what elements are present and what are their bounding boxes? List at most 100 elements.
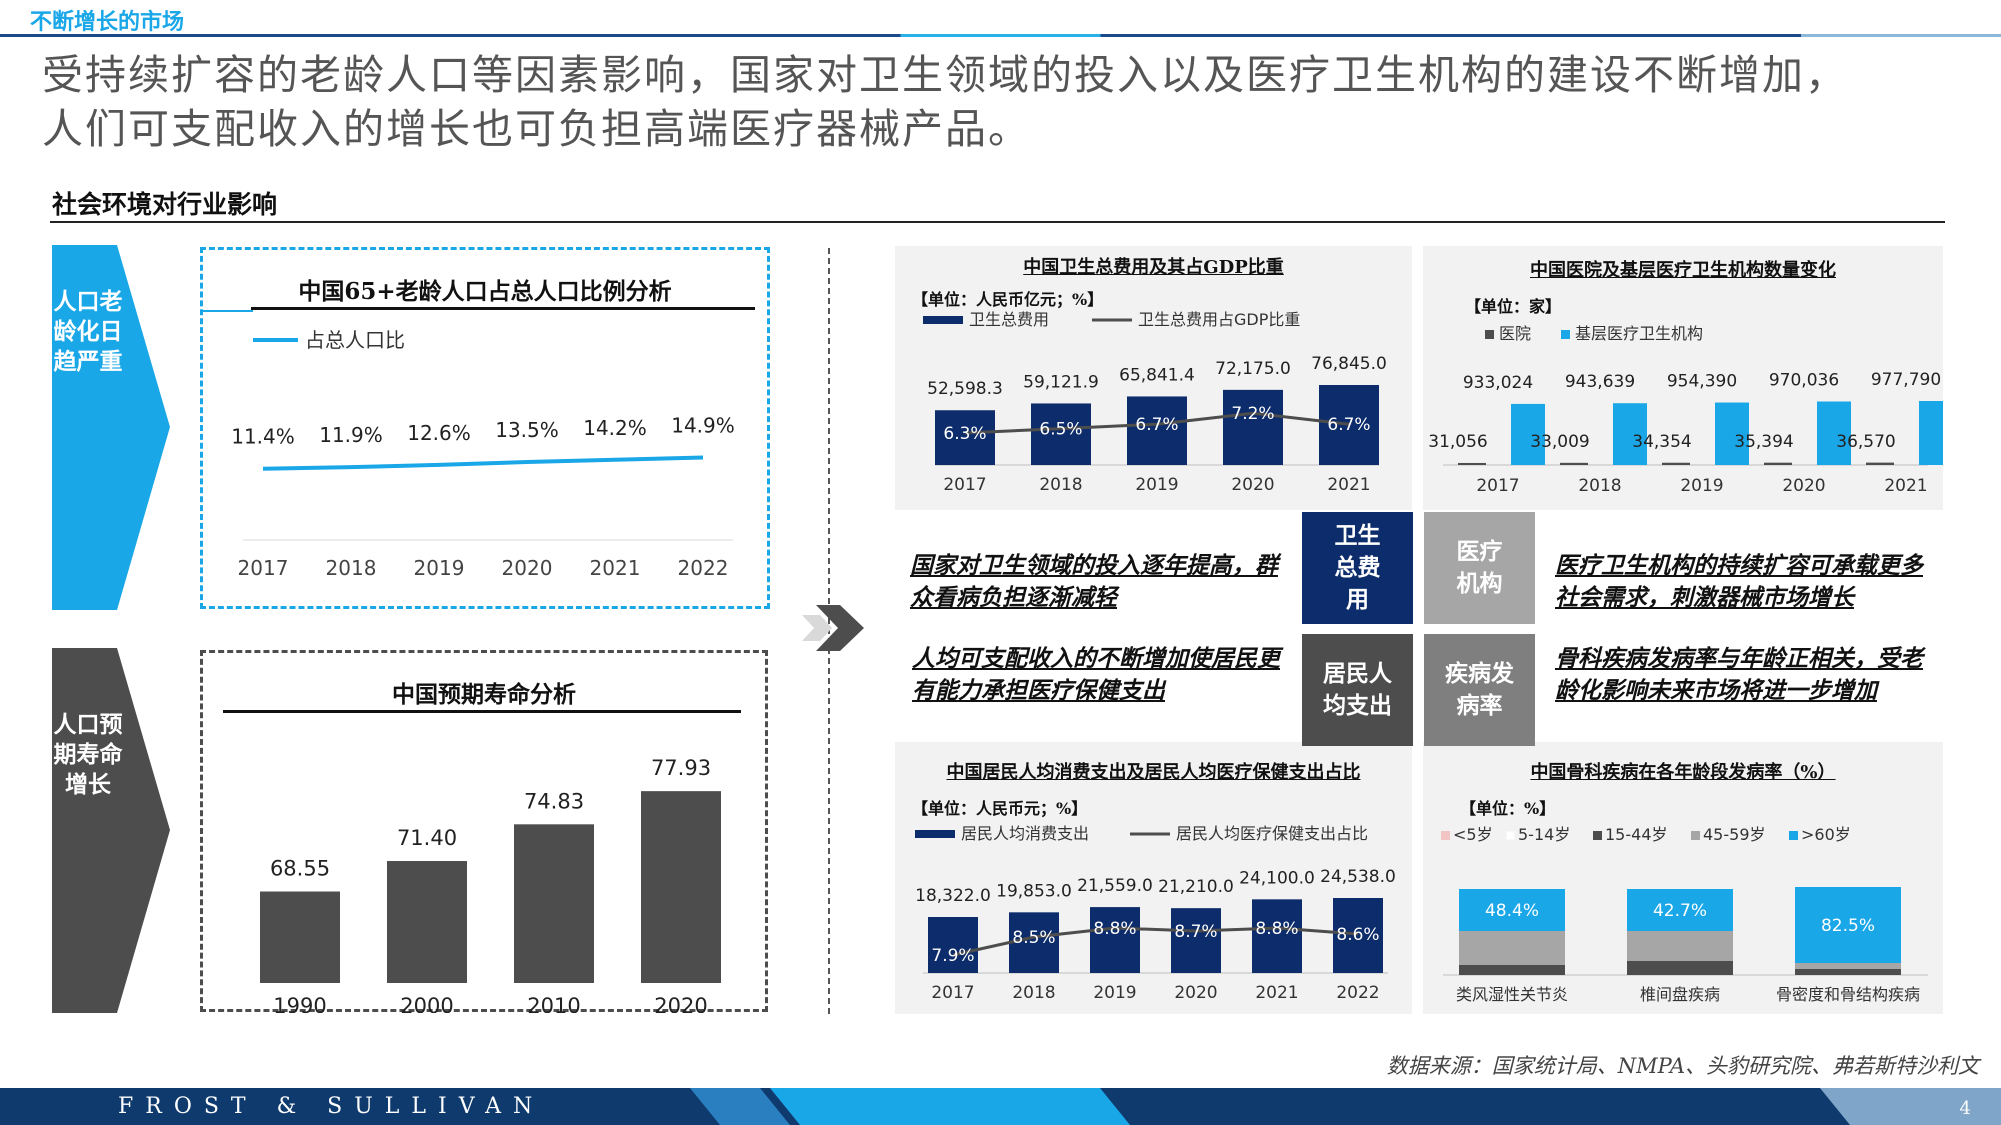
footer-decoration: [690, 1088, 2001, 1125]
inst-chart: 医院 基层医疗卫生机构 31,056 933,024 2017 33,009 943,639…: [1428, 324, 1943, 496]
ortho-bar-segment: [1627, 931, 1733, 961]
ortho-chart: <5岁 5-14岁 15-44岁 45-59岁 >60岁 48.4% 类风湿性关节炎 42.7…: [1441, 825, 1928, 1004]
chevron-aging-label: 人口老龄化日趋严重: [53, 288, 123, 375]
section-title: 社会环境对行业影响: [52, 190, 278, 219]
inst-label-primary: 933,024: [1463, 373, 1533, 393]
life-title-rule: [223, 710, 741, 713]
ortho-legend-item: <5岁: [1453, 825, 1493, 844]
data-source: 数据来源：国家统计局、NMPA、头豹研究院、弗若斯特沙利文: [1386, 1054, 1979, 1078]
headline-line-1: 受持续扩容的老龄人口等因素影响，国家对卫生领域的投入以及医疗卫生机构的建设不断增…: [42, 51, 1848, 99]
consume-line-label: 7.9%: [931, 946, 974, 966]
inst-bar-primary: [1817, 401, 1851, 465]
chevron-aging-shape: [52, 245, 170, 610]
ortho-bar-segment: [1795, 969, 1901, 975]
chevron-life: 人口预期寿命增长: [52, 648, 172, 1013]
health-chart-title: 中国卫生总费用及其占GDP比重: [1023, 257, 1284, 278]
consume-x-tick: 2017: [931, 983, 974, 1003]
life-bar: [260, 891, 340, 983]
inst-label-hospital: 36,570: [1836, 432, 1895, 452]
life-x-tick: 2010: [527, 994, 580, 1013]
statement-ortho-incidence: 骨科疾病发病率与年龄正相关，受老龄化影响未来市场将进一步增加: [1555, 645, 1923, 704]
ortho-legend-swatch: [1789, 831, 1798, 840]
health-line-label: 7.2%: [1231, 404, 1274, 424]
inst-legend-hospital: 医院: [1499, 324, 1531, 343]
footer-brand: FROST & SULLIVAN: [118, 1094, 545, 1119]
aging-data-label: 14.2%: [583, 416, 647, 440]
disease-rate-box: 疾病发病率: [1424, 634, 1535, 746]
health-line-label: 6.5%: [1039, 420, 1082, 440]
consume-bar: [1171, 908, 1221, 973]
life-data-label: 77.93: [651, 756, 711, 780]
ortho-legend-item: >60岁: [1801, 825, 1851, 844]
consume-bar: [1333, 898, 1383, 973]
health-line: [964, 411, 1350, 435]
health-chart-bg: [895, 246, 1412, 510]
top-section-label: 不断增长的市场: [30, 9, 185, 35]
aging-x-tick: 2017: [238, 556, 289, 580]
ortho-data-label: 42.7%: [1653, 901, 1707, 921]
ortho-legend-swatch: [1691, 831, 1700, 840]
health-bar-label: 72,175.0: [1215, 359, 1291, 379]
inst-bar-hospital: [1764, 462, 1792, 465]
inst-label-primary: 954,390: [1667, 372, 1737, 392]
ortho-legend-swatch: [1505, 830, 1516, 841]
health-bar-label: 59,121.9: [1023, 372, 1099, 392]
consume-legend-swatch-bar: [915, 830, 955, 838]
aging-data-label: 13.5%: [495, 418, 559, 442]
consume-x-tick: 2018: [1012, 983, 1055, 1003]
consume-x-tick: 2022: [1336, 983, 1379, 1003]
consume-line-label: 8.7%: [1174, 922, 1217, 942]
chevron-life-shape: [52, 648, 170, 1013]
life-chart: 68.55 1990 71.40 2000 74.83 2010 77.93 2020: [260, 756, 721, 1013]
health-cost-box: 卫生总费用: [1302, 512, 1413, 624]
ortho-x-tick: 类风湿性关节炎: [1456, 985, 1568, 1004]
inst-label-primary: 970,036: [1769, 371, 1839, 391]
health-x-tick: 2020: [1231, 475, 1274, 495]
inst-legend-swatch-hospital: [1485, 330, 1494, 339]
life-data-label: 68.55: [270, 857, 330, 881]
inst-legend-primary: 基层医疗卫生机构: [1575, 324, 1703, 343]
inst-bar-hospital: [1662, 462, 1690, 465]
consume-legend-bar: 居民人均消费支出: [961, 824, 1089, 843]
inst-unit: 【单位：家】: [1465, 297, 1562, 316]
statement-institution-expansion: 医疗卫生机构的持续扩容可承载更多社会需求，刺激器械市场增长: [1555, 552, 1923, 611]
inst-bar-primary: [1715, 402, 1749, 465]
institutions-box: 医疗机构: [1424, 512, 1535, 624]
aging-chart: 占总人口比 2017 11.4% 2018 11.9% 2019 12.6% 2020 13.…: [203, 310, 735, 580]
ortho-bar-over60: [1627, 889, 1733, 931]
life-x-tick: 2000: [400, 994, 453, 1013]
inst-chart-title: 中国医院及基层医疗卫生机构数量变化: [1530, 260, 1836, 281]
aging-x-tick: 2022: [678, 556, 729, 580]
inst-bar-primary: [1919, 401, 1943, 465]
health-bar: [1319, 385, 1379, 465]
ortho-bar-over60: [1795, 887, 1901, 963]
consume-x-tick: 2019: [1093, 983, 1136, 1003]
consume-x-tick: 2020: [1174, 983, 1217, 1003]
disease-rate-box-label: 疾病发病率: [1445, 660, 1514, 719]
life-bar: [514, 824, 594, 983]
ortho-x-tick: 椎间盘疾病: [1640, 985, 1720, 1004]
aging-panel: 中国65+老龄人口占总人口比例分析 占总人口比 2017 11.4% 2018 11.…: [200, 247, 770, 609]
consume-chart: 居民人均消费支出 居民人均医疗保健支出占比 18,322.0 2017 19,853.0…: [915, 824, 1396, 1003]
ortho-legend-item: 15-44岁: [1605, 825, 1668, 844]
aging-series-line: [262, 455, 704, 471]
consume-line: [952, 926, 1359, 957]
ortho-bar-segment: [1627, 961, 1733, 975]
ortho-data-label: 82.5%: [1821, 916, 1875, 936]
aging-x-tick: 2019: [414, 556, 465, 580]
health-bar-label: 52,598.3: [927, 379, 1003, 399]
consume-line-label: 8.8%: [1093, 919, 1136, 939]
life-data-label: 71.40: [397, 826, 457, 850]
inst-label-hospital: 31,056: [1428, 432, 1487, 452]
aging-title-rule: [251, 307, 755, 310]
ortho-chart-title: 中国骨科疾病在各年龄段发病率（%）: [1530, 762, 1836, 783]
health-bar: [935, 410, 995, 465]
life-data-label: 74.83: [524, 789, 584, 813]
consume-legend-line: 居民人均医疗保健支出占比: [1176, 824, 1368, 843]
chevron-life-label: 人口预期寿命增长: [53, 711, 123, 798]
consume-bar: [1252, 899, 1302, 973]
life-panel: 中国预期寿命分析 68.55 1990 71.40 2000 74.83 2010 77.9…: [200, 650, 768, 1013]
statement-health-investment: 国家对卫生领域的投入逐年提高，群众看病负担逐渐减轻: [910, 552, 1278, 611]
consume-bar: [928, 916, 978, 973]
section-rule: [50, 221, 1945, 223]
